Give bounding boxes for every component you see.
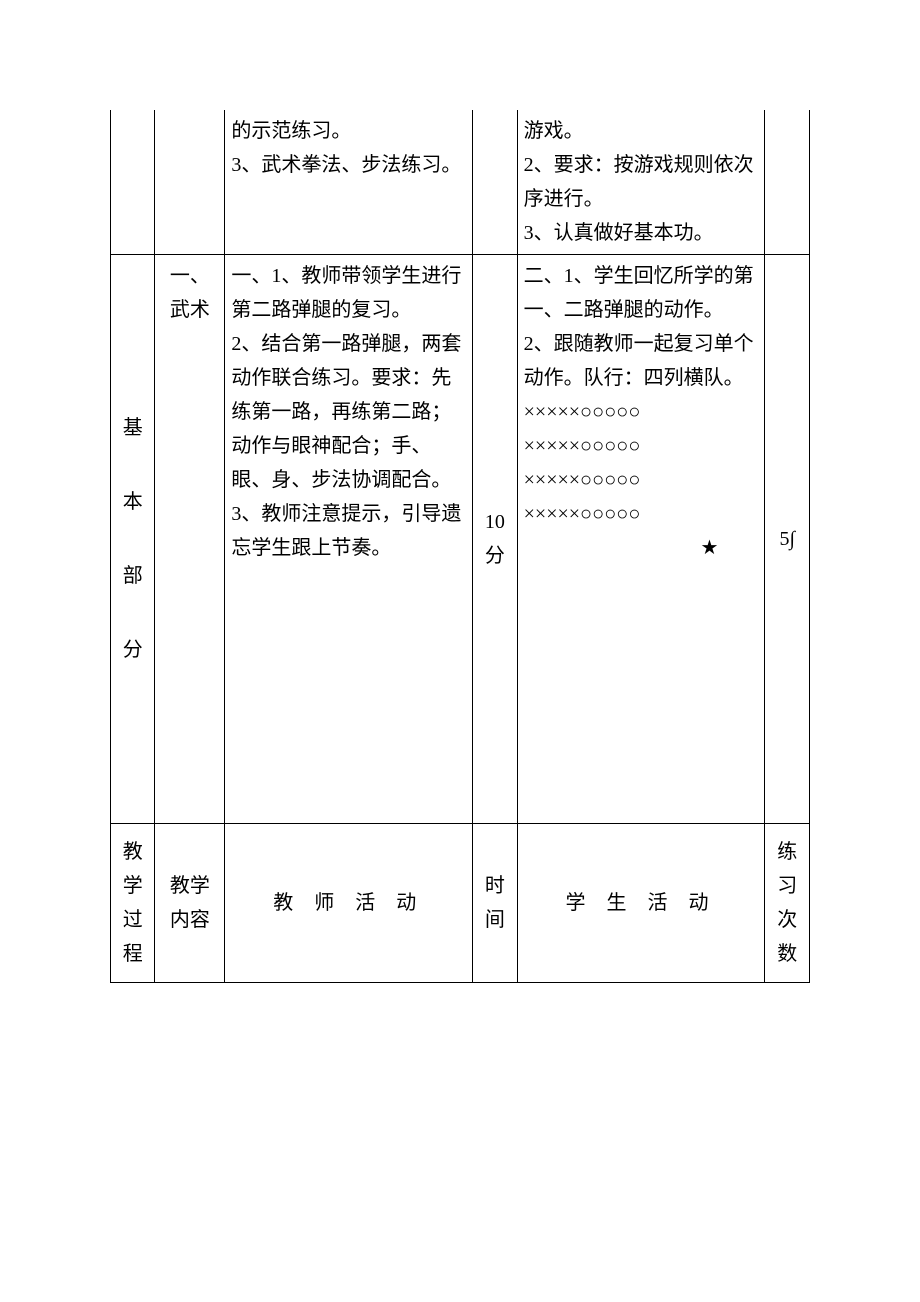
student-text: 游戏。2、要求：按游戏规则依次序进行。3、认真做好基本功。 xyxy=(524,120,754,244)
header-content: 教学内容 xyxy=(155,824,225,983)
cell-count-cont xyxy=(765,110,810,255)
header-teacher-text: 教 师 活 动 xyxy=(273,886,424,920)
section-char: 分 xyxy=(123,633,143,667)
formation-line: ×××××○○○○○ xyxy=(524,503,641,525)
table-row: 的示范练习。3、武术拳法、步法练习。 游戏。2、要求：按游戏规则依次序进行。3、… xyxy=(111,110,810,255)
cell-teacher-wushu: 一、1、教师带领学生进行第二路弹腿的复习。2、结合第一路弹腿，两套动作联合练习。… xyxy=(225,255,473,824)
table-header-row: 教学过程 教学内容 教 师 活 动 时间 学 生 活 动 练习次数 xyxy=(111,824,810,983)
cell-student-cont: 游戏。2、要求：按游戏规则依次序进行。3、认真做好基本功。 xyxy=(517,110,765,255)
header-count: 练习次数 xyxy=(765,824,810,983)
star-icon: ★ xyxy=(701,537,719,559)
header-count-text: 练习次数 xyxy=(771,835,803,971)
cell-teacher-cont: 的示范练习。3、武术拳法、步法练习。 xyxy=(225,110,473,255)
cell-section-cont xyxy=(111,110,155,255)
section-char: 基 xyxy=(123,411,143,445)
cell-time-wushu: 10分 xyxy=(473,255,517,824)
cell-student-wushu: 二、1、学生回忆所学的第一、二路弹腿的动作。2、跟随教师一起复习单个动作。队行：… xyxy=(517,255,765,824)
cell-content-cont xyxy=(155,110,225,255)
cell-section-basic: 基 本 部 分 xyxy=(111,255,155,824)
header-time: 时间 xyxy=(473,824,517,983)
student-intro: 二、1、学生回忆所学的第一、二路弹腿的动作。2、跟随教师一起复习单个动作。队行：… xyxy=(524,265,754,389)
header-teacher: 教 师 活 动 xyxy=(225,824,473,983)
cell-count-wushu: 5∫ xyxy=(765,255,810,824)
teacher-text: 的示范练习。3、武术拳法、步法练习。 xyxy=(231,120,461,176)
header-student: 学 生 活 动 xyxy=(517,824,765,983)
header-section: 教学过程 xyxy=(111,824,155,983)
teacher-text: 一、1、教师带领学生进行第二路弹腿的复习。2、结合第一路弹腿，两套动作联合练习。… xyxy=(231,265,461,559)
table-row: 基 本 部 分 一、武术 一、1、教师带领学生进行第二路弹腿的复习。2、结合第一… xyxy=(111,255,810,824)
formation-line: ×××××○○○○○ xyxy=(524,435,641,457)
formation-line: ×××××○○○○○ xyxy=(524,469,641,491)
header-section-text: 教学过程 xyxy=(117,835,148,971)
header-student-text: 学 生 活 动 xyxy=(566,886,717,920)
lesson-plan-table: 的示范练习。3、武术拳法、步法练习。 游戏。2、要求：按游戏规则依次序进行。3、… xyxy=(110,110,810,983)
content-text: 一、武术 xyxy=(170,265,210,321)
header-time-text: 时间 xyxy=(479,869,510,937)
cell-time-cont xyxy=(473,110,517,255)
time-text: 10分 xyxy=(479,505,510,573)
header-content-text: 教学内容 xyxy=(161,869,218,937)
section-char: 本 xyxy=(123,485,143,519)
formation-line: ×××××○○○○○ xyxy=(524,401,641,423)
cell-content-wushu: 一、武术 xyxy=(155,255,225,824)
count-text: 5∫ xyxy=(779,522,794,556)
section-char: 部 xyxy=(123,559,143,593)
